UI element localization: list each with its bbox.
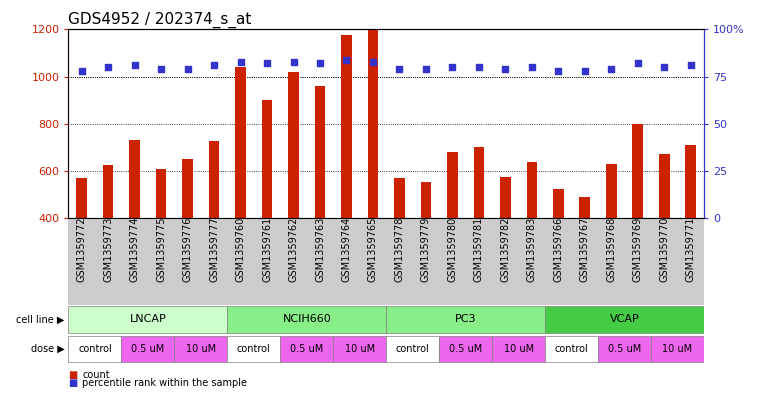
Point [393, 66, 406, 72]
Bar [228, 306, 386, 332]
Point [261, 60, 273, 66]
Text: 0.5 uM: 0.5 uM [608, 344, 641, 354]
Bar [288, 72, 299, 218]
Bar [686, 145, 696, 218]
Bar [659, 154, 670, 218]
Bar [439, 336, 492, 362]
Text: 10 uM: 10 uM [662, 344, 693, 354]
Text: NCIH660: NCIH660 [282, 314, 331, 324]
Point [632, 60, 644, 66]
Bar [333, 336, 387, 362]
Bar [632, 124, 643, 218]
Point [234, 59, 247, 65]
Point [499, 66, 511, 72]
Bar [68, 336, 122, 362]
Bar [492, 336, 545, 362]
Point [314, 60, 326, 66]
Bar [386, 336, 439, 362]
Bar [553, 189, 564, 218]
Bar [545, 306, 704, 332]
Bar [156, 169, 167, 218]
Bar [368, 29, 378, 218]
Text: control: control [237, 344, 271, 354]
Text: cell line ▶: cell line ▶ [16, 314, 65, 324]
Bar [651, 336, 704, 362]
Point [288, 59, 300, 65]
Point [446, 64, 458, 70]
Text: ■: ■ [68, 370, 78, 380]
Text: 0.5 uM: 0.5 uM [132, 344, 164, 354]
Bar [183, 159, 193, 218]
Bar [386, 306, 545, 332]
Text: percentile rank within the sample: percentile rank within the sample [82, 378, 247, 388]
Bar [394, 178, 405, 218]
Bar [598, 336, 651, 362]
Text: 10 uM: 10 uM [186, 344, 216, 354]
Bar [315, 86, 325, 218]
Bar [76, 178, 87, 218]
Bar [579, 197, 590, 218]
Bar [527, 162, 537, 218]
Bar [421, 182, 431, 218]
Text: control: control [78, 344, 112, 354]
Bar [545, 336, 598, 362]
Bar [262, 100, 272, 218]
Text: 0.5 uM: 0.5 uM [290, 344, 323, 354]
Bar [235, 67, 246, 218]
Point [102, 64, 114, 70]
Text: GDS4952 / 202374_s_at: GDS4952 / 202374_s_at [68, 12, 252, 28]
Bar [122, 336, 174, 362]
Point [473, 64, 485, 70]
Point [75, 68, 88, 74]
Bar [447, 152, 457, 218]
Text: 10 uM: 10 uM [345, 344, 375, 354]
Text: 0.5 uM: 0.5 uM [449, 344, 482, 354]
Point [208, 62, 220, 68]
Bar [280, 336, 333, 362]
Point [182, 66, 194, 72]
Point [552, 68, 565, 74]
Text: control: control [396, 344, 429, 354]
Point [578, 68, 591, 74]
Bar [228, 336, 280, 362]
Bar [68, 306, 228, 332]
Bar [174, 336, 228, 362]
Bar [341, 35, 352, 218]
Bar [129, 140, 140, 218]
Text: PC3: PC3 [455, 314, 476, 324]
Point [658, 64, 670, 70]
Point [420, 66, 432, 72]
Bar [500, 177, 511, 218]
Text: LNCAP: LNCAP [129, 314, 167, 324]
Text: control: control [555, 344, 588, 354]
Bar [473, 147, 484, 218]
Text: dose ▶: dose ▶ [31, 344, 65, 354]
Text: VCAP: VCAP [610, 314, 639, 324]
Bar [209, 141, 219, 218]
Point [155, 66, 167, 72]
Text: 10 uM: 10 uM [504, 344, 533, 354]
Point [129, 62, 141, 68]
Text: count: count [82, 370, 110, 380]
Point [685, 62, 697, 68]
Text: ■: ■ [68, 378, 78, 388]
Point [605, 66, 617, 72]
Point [340, 57, 352, 63]
Bar [606, 164, 616, 218]
Point [526, 64, 538, 70]
Point [367, 59, 379, 65]
Bar [103, 165, 113, 218]
